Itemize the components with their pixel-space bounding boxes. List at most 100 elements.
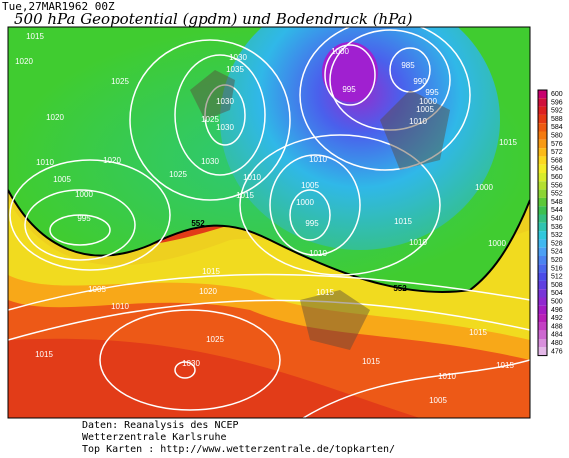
isobar-label: 1030 xyxy=(201,157,219,166)
contour-552 xyxy=(8,189,530,293)
isobar-label: 1000 xyxy=(419,97,437,106)
region xyxy=(8,190,530,340)
isobar-label: 1025 xyxy=(111,77,129,86)
isobar-label: 1015 xyxy=(496,361,514,370)
isobar-label: 1025 xyxy=(169,170,187,179)
date: Tue,27MAR1962 00Z xyxy=(2,0,115,13)
colorbar-label: 540 xyxy=(551,215,563,222)
colorbar-swatch xyxy=(538,114,547,124)
colorbar-swatch xyxy=(538,280,547,290)
colorbar-label: 500 xyxy=(551,298,563,305)
colorbar-label: 552 xyxy=(551,191,563,198)
isobar-label: 995 xyxy=(305,219,319,228)
colorbar-swatch xyxy=(538,305,547,315)
colorbar-swatch xyxy=(538,106,547,115)
colorbar-swatch xyxy=(538,139,547,149)
colorbar-swatch xyxy=(538,197,547,207)
isobar-label: 1015 xyxy=(362,357,380,366)
colorbar-label: 568 xyxy=(551,157,563,164)
colorbar-label: 484 xyxy=(551,332,563,339)
isobar-label: 1010 xyxy=(409,117,427,126)
isobar-label: 1000 xyxy=(475,183,493,192)
colorbar-label: 556 xyxy=(551,182,563,189)
isobar-label: 1030 xyxy=(216,123,234,132)
colorbar-swatch xyxy=(538,181,547,190)
isobar-label: 1015 xyxy=(35,350,53,359)
isobar-label: 1020 xyxy=(15,57,33,66)
isobar-label: 1010 xyxy=(309,249,327,258)
isobar-label: 1020 xyxy=(46,113,64,122)
isobar-label: 1010 xyxy=(309,155,327,164)
colorbar-swatch xyxy=(538,156,547,165)
colorbar-label: 596 xyxy=(551,99,563,106)
isobar-label: 1005 xyxy=(53,175,71,184)
colorbar-label: 584 xyxy=(551,124,563,131)
colorbar-label: 524 xyxy=(551,249,563,256)
isobar-label: 1015 xyxy=(26,32,44,41)
footer-source: Daten: Reanalysis des NCEP xyxy=(82,420,239,431)
isobar-label: 1000 xyxy=(75,190,93,199)
isobar-label: 985 xyxy=(401,61,415,70)
title: 500 hPa Geopotential (gpdm) und Bodendru… xyxy=(14,10,413,28)
colorbar-swatch xyxy=(538,231,547,240)
isobar-label: 1010 xyxy=(243,173,261,182)
colorbar-label: 592 xyxy=(551,108,563,115)
isobar-label: 1010 xyxy=(438,372,456,381)
isobar-label: 1010 xyxy=(409,238,427,247)
isobar-label: 995 xyxy=(77,214,91,223)
isobar-label: 1020 xyxy=(199,287,217,296)
colorbar-label: 480 xyxy=(551,340,563,347)
colorbar-label: 508 xyxy=(551,282,563,289)
isobar-label: 1015 xyxy=(499,138,517,147)
isobar-label: 1000 xyxy=(488,239,506,248)
colorbar-swatch xyxy=(538,247,547,256)
colorbar-label: 560 xyxy=(551,174,563,181)
colorbar-label: 532 xyxy=(551,232,563,239)
colorbar-label: 520 xyxy=(551,257,563,264)
colorbar-label: 548 xyxy=(551,199,563,206)
colorbar-label: 536 xyxy=(551,224,563,231)
colorbar-swatch xyxy=(538,222,547,232)
map xyxy=(8,27,530,418)
colorbar-label: 572 xyxy=(551,149,563,156)
colorbar-swatch xyxy=(538,206,547,215)
colorbar-label: 528 xyxy=(551,240,563,247)
colorbar-swatch xyxy=(538,131,547,140)
colorbar-label: 588 xyxy=(551,116,563,123)
isobar-label: 1010 xyxy=(36,158,54,167)
colorbar-swatch xyxy=(538,239,547,248)
colorbar-label: 516 xyxy=(551,265,563,272)
footer-url: Top Karten : http://www.wetterzentrale.d… xyxy=(82,444,395,454)
colorbar-swatch xyxy=(538,272,547,281)
isobar-label: 1015 xyxy=(236,191,254,200)
isobar-label: 1020 xyxy=(103,156,121,165)
contour-label: 552 xyxy=(393,284,407,293)
colorbar-swatch xyxy=(538,347,547,356)
colorbar-swatch xyxy=(538,330,547,339)
colorbar-label: 544 xyxy=(551,207,563,214)
colorbar-swatch xyxy=(538,297,547,306)
isobar-label: 1025 xyxy=(206,335,224,344)
colorbar-swatch xyxy=(538,90,547,99)
region xyxy=(220,27,500,250)
colorbar-frame xyxy=(537,89,548,357)
colorbar-label: 512 xyxy=(551,274,563,281)
isobar-label: 1010 xyxy=(111,302,129,311)
colorbar-swatch xyxy=(538,164,547,173)
isobar-label: 1030 xyxy=(216,97,234,106)
isobar-label: 1015 xyxy=(316,288,334,297)
isobar-label: 1000 xyxy=(331,47,349,56)
colorbar-swatch xyxy=(538,214,547,223)
colorbar-label: 580 xyxy=(551,132,563,139)
isobar-label: 1005 xyxy=(88,285,106,294)
colorbar-swatch xyxy=(538,98,547,107)
isobar-label: 1005 xyxy=(416,105,434,114)
colorbar-label: 492 xyxy=(551,315,563,322)
colorbar-label: 504 xyxy=(551,290,563,297)
coastlines xyxy=(190,70,450,350)
colorbar-swatch xyxy=(538,148,547,157)
colorbar-swatch xyxy=(538,189,547,198)
colorbar-swatch xyxy=(538,339,547,348)
isobar-label: 1030 xyxy=(182,359,200,368)
